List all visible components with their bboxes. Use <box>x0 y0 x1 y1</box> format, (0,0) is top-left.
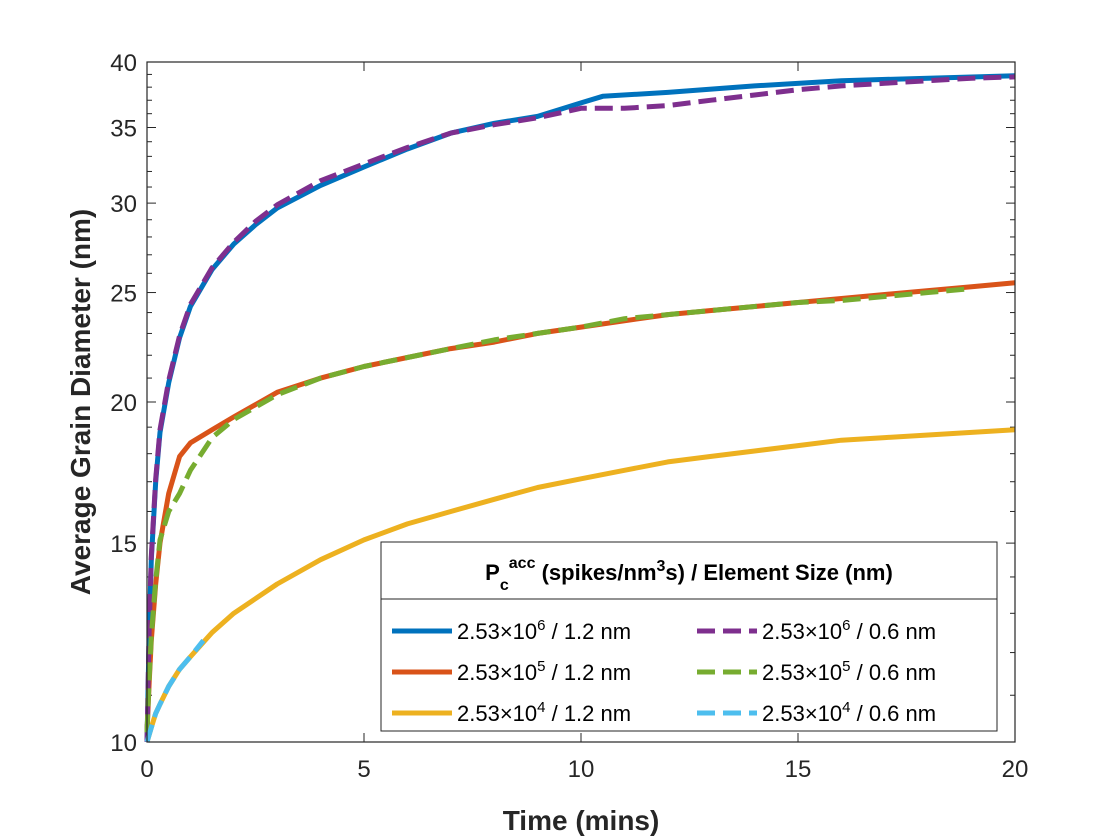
legend-label-0: 2.53×106 / 1.2 nm <box>457 617 631 644</box>
legend-title-sup: acc <box>509 555 536 572</box>
series-line-1 <box>144 74 1016 743</box>
x-tick-label: 20 <box>1002 756 1029 783</box>
legend-items: 2.53×106 / 1.2 nm 2.53×106 / 0.6 nm2.53×1… <box>392 617 936 726</box>
y-tick-label: 20 <box>110 390 137 417</box>
legend-title-sup2: 3 <box>657 558 666 575</box>
legend-label-exp: 6 <box>537 617 545 634</box>
legend-label-5: 2.53×104 / 0.6 nm <box>762 699 936 726</box>
legend-label-exp: 5 <box>842 658 850 675</box>
x-axis-label: Time (mins) <box>503 805 660 836</box>
legend-label-1: 2.53×106 / 0.6 nm <box>762 617 936 644</box>
y-tick-label: 15 <box>110 531 137 558</box>
legend: Pcacc (spikes/nm3s) / Element Size (nm) … <box>380 541 998 732</box>
legend-label-suffix: / 1.2 nm <box>545 660 631 685</box>
y-tick-label: 40 <box>110 50 137 77</box>
legend-label-base: 2.53×10 <box>762 701 842 726</box>
legend-label-base: 2.53×10 <box>457 701 537 726</box>
legend-label-base: 2.53×10 <box>762 660 842 685</box>
x-tick-label: 15 <box>785 756 812 783</box>
legend-label-base: 2.53×10 <box>457 619 537 644</box>
legend-label-4: 2.53×104 / 1.2 nm <box>457 699 631 726</box>
y-tick-label: 35 <box>110 115 137 142</box>
legend-title: Pcacc (spikes/nm3s) / Element Size (nm) <box>485 555 893 594</box>
legend-label-exp: 4 <box>842 699 850 716</box>
x-tick-label: 10 <box>568 756 595 783</box>
legend-label-exp: 4 <box>537 699 545 716</box>
legend-title-main: P <box>485 560 500 585</box>
legend-label-suffix: / 1.2 nm <box>545 701 631 726</box>
legend-label-3: 2.53×105 / 0.6 nm <box>762 658 936 685</box>
y-axis-label: Average Grain Diameter (nm) <box>65 209 96 595</box>
legend-label-suffix: / 0.6 nm <box>850 701 936 726</box>
legend-title-rest1: (spikes/nm <box>535 560 656 585</box>
legend-title-rest2: s) / Element Size (nm) <box>665 560 892 585</box>
legend-label-suffix: / 0.6 nm <box>850 660 936 685</box>
plot-area-border <box>146 61 1016 743</box>
y-tick-label: 25 <box>110 281 137 308</box>
legend-label-exp: 6 <box>842 617 850 634</box>
series-line-0 <box>144 73 1016 743</box>
legend-label-exp: 5 <box>537 658 545 675</box>
legend-label-base: 2.53×10 <box>457 660 537 685</box>
y-tick-label: 30 <box>110 191 137 218</box>
x-tick-label: 0 <box>140 756 153 783</box>
legend-label-2: 2.53×105 / 1.2 nm <box>457 658 631 685</box>
legend-title-sub: c <box>500 577 509 594</box>
legend-label-suffix: / 1.2 nm <box>545 619 631 644</box>
series-layer <box>144 73 1016 743</box>
legend-label-base: 2.53×10 <box>762 619 842 644</box>
legend-label-suffix: / 0.6 nm <box>850 619 936 644</box>
series-line-5 <box>144 638 206 743</box>
series-line-3 <box>144 286 972 733</box>
x-tick-label: 5 <box>357 756 370 783</box>
legend-box <box>380 541 998 732</box>
y-tick-label: 10 <box>110 730 137 757</box>
